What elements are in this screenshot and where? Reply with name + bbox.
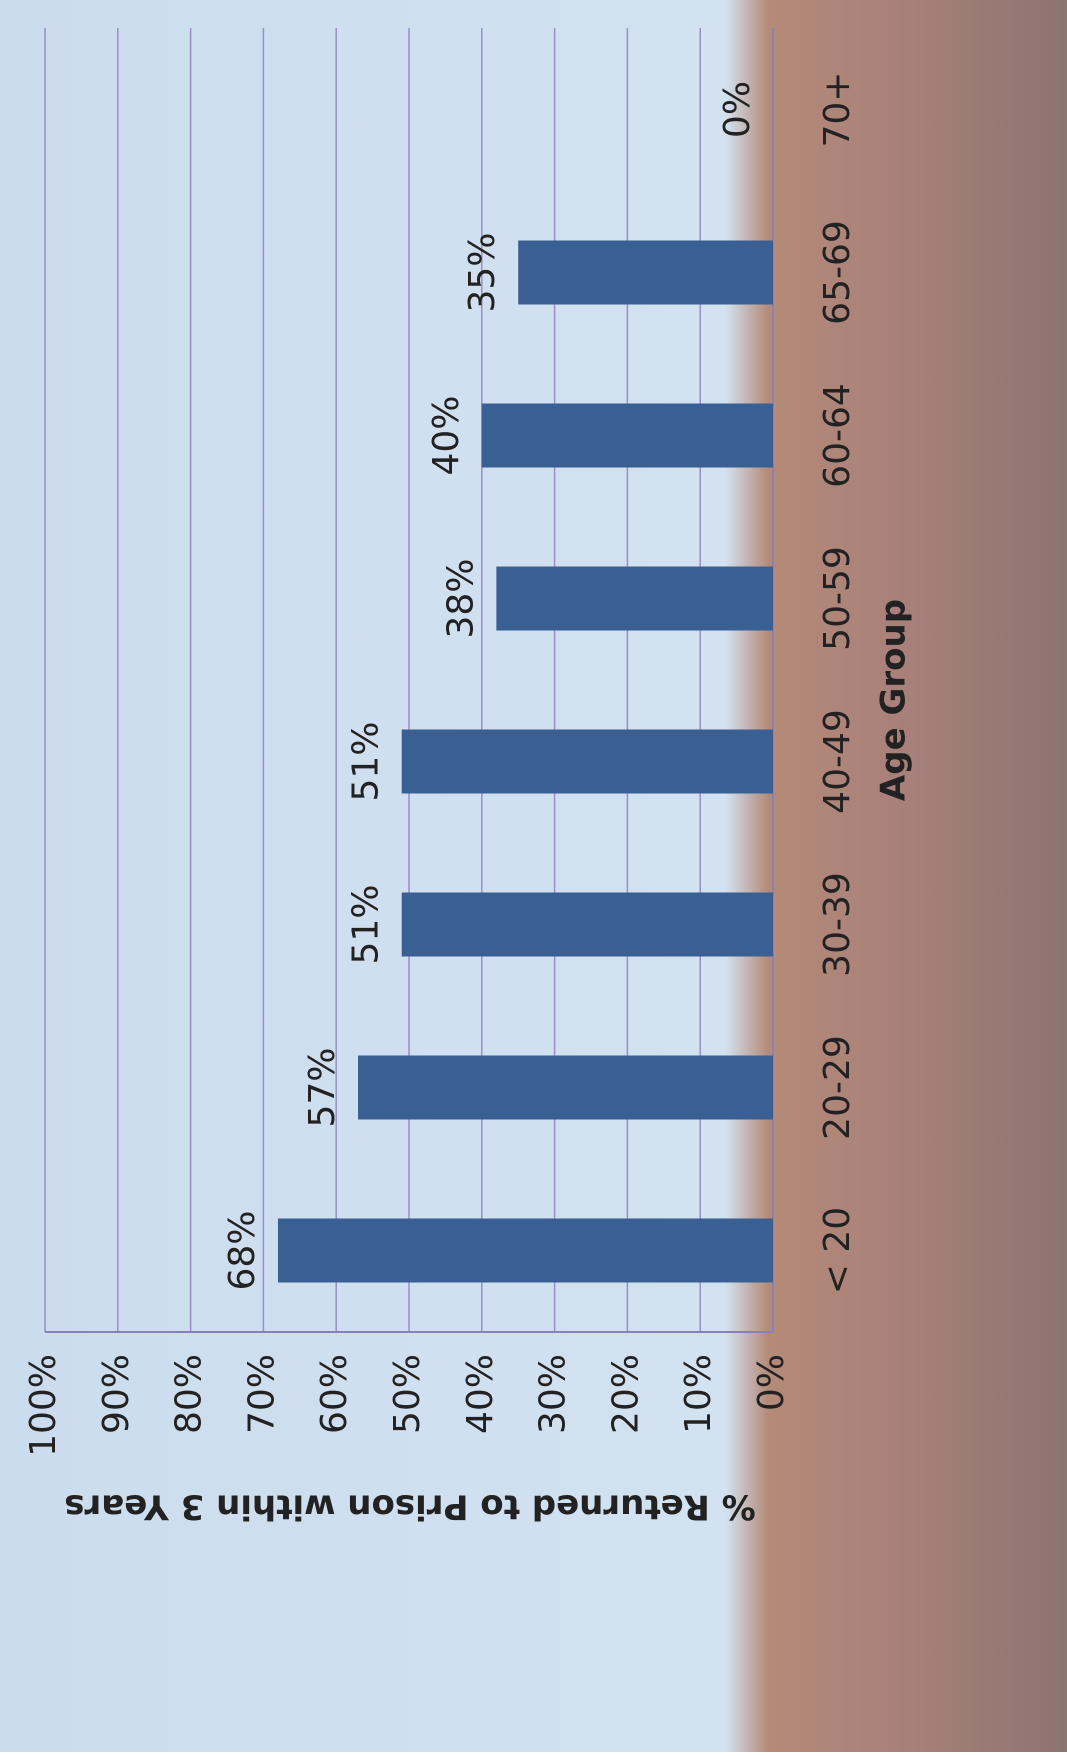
y-tick-label: 0%: [751, 1354, 792, 1411]
y-tick-label: 50%: [387, 1354, 428, 1434]
y-tick-label: 10%: [678, 1354, 719, 1434]
bar: [481, 403, 773, 468]
y-tick-label: 20%: [605, 1354, 646, 1434]
x-tick-label: 70+: [817, 72, 858, 148]
y-tick-label: 80%: [169, 1354, 210, 1434]
y-tick-label: 100%: [23, 1354, 64, 1457]
data-label: 0%: [717, 81, 758, 138]
x-tick-label: 40-49: [817, 709, 858, 814]
y-tick-label: 40%: [460, 1354, 501, 1434]
data-label: 51%: [346, 884, 387, 964]
bar: [518, 240, 774, 305]
y-tick-label: 70%: [241, 1354, 282, 1434]
bar: [496, 566, 773, 631]
y-tick-label: 30%: [533, 1354, 574, 1434]
bar: [401, 892, 773, 957]
data-label: 68%: [222, 1210, 263, 1290]
y-tick-label: 90%: [96, 1354, 137, 1434]
data-label: 57%: [302, 1047, 343, 1127]
x-tick-label: < 20: [817, 1207, 858, 1294]
y-axis-title: % Returned to Prison within 3 Years: [64, 1487, 755, 1527]
data-label: 38%: [440, 558, 481, 638]
y-tick-label: 60%: [314, 1354, 355, 1434]
x-tick-label: 30-39: [817, 872, 858, 977]
plot-group: % Returned to Prison within 3 Years Age …: [23, 28, 914, 1527]
x-tick-label: 20-29: [817, 1035, 858, 1140]
bar: [401, 729, 773, 794]
x-tick-label: 65-69: [817, 220, 858, 325]
x-axis-title: Age Group: [874, 599, 914, 801]
bar: [277, 1218, 773, 1283]
data-label: 35%: [462, 232, 503, 312]
data-label: 40%: [426, 395, 467, 475]
data-label: 51%: [346, 721, 387, 801]
x-tick-label: 50-59: [817, 546, 858, 651]
x-tick-label: 60-64: [817, 383, 858, 488]
bar: [358, 1055, 773, 1120]
